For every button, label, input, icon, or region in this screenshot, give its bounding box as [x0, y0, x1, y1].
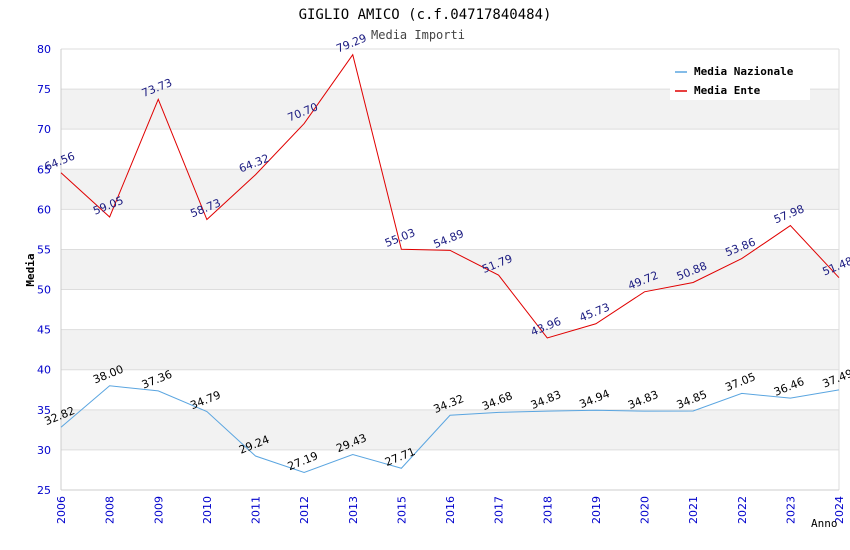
- y-tick-label: 65: [37, 163, 51, 176]
- x-tick-label: 2008: [104, 496, 117, 524]
- series-line-media-ente: [60, 53, 840, 339]
- grid-band: [61, 129, 839, 170]
- x-tick-label: 2013: [347, 496, 360, 524]
- x-tick-label: 2010: [201, 496, 214, 524]
- y-axis: 25 30 35 40 45 50 55 60 65 70 75 80: [37, 43, 51, 497]
- chart-subtitle: Media Importi: [371, 28, 465, 42]
- y-tick-label: 50: [37, 284, 51, 297]
- y-tick-label: 55: [37, 243, 51, 256]
- x-tick-label: 2021: [687, 496, 700, 524]
- plot-background: [60, 48, 840, 491]
- grid-band: [61, 169, 839, 210]
- legend-label-media-ente: Media Ente: [694, 84, 761, 97]
- grid-band: [61, 449, 839, 490]
- grid-band: [61, 409, 839, 450]
- y-tick-label: 80: [37, 43, 51, 56]
- y-tick-label: 70: [37, 123, 51, 136]
- series-line-media-nazionale: [60, 385, 840, 473]
- y-tick-label: 25: [37, 484, 51, 497]
- chart-title: GIGLIO AMICO (c.f.04717840484): [299, 7, 552, 23]
- x-tick-label: 2018: [541, 496, 554, 524]
- y-tick-label: 60: [37, 203, 51, 216]
- x-tick-label: 2022: [736, 496, 749, 524]
- x-tick-label: 2023: [784, 496, 797, 524]
- x-axis-label: Anno: [811, 517, 838, 530]
- grid-band: [61, 249, 839, 290]
- grid-band: [61, 369, 839, 410]
- y-axis-label: Media: [24, 253, 37, 286]
- x-tick-label: 2024: [833, 496, 846, 524]
- y-tick-label: 75: [37, 83, 51, 96]
- x-tick-label: 2015: [395, 496, 408, 524]
- x-tick-label: 2006: [55, 496, 68, 524]
- legend-label-media-nazionale: Media Nazionale: [694, 65, 794, 78]
- x-tick-label: 2009: [152, 496, 165, 524]
- y-tick-label: 45: [37, 324, 51, 337]
- y-tick-label: 30: [37, 444, 51, 457]
- y-tick-label: 35: [37, 404, 51, 417]
- legend: Media Nazionale Media Ente: [670, 58, 810, 100]
- x-tick-label: 2019: [590, 496, 603, 524]
- grid-band: [61, 289, 839, 330]
- x-axis: 2006 2008 2009 2010 2011 2012 2013 2015 2016 2017…: [55, 496, 846, 524]
- y-tick-label: 40: [37, 364, 51, 377]
- x-tick-label: 2016: [444, 496, 457, 524]
- legend-box: [670, 58, 810, 100]
- x-tick-label: 2012: [298, 496, 311, 524]
- grid-band: [61, 209, 839, 250]
- x-tick-label: 2020: [639, 496, 652, 524]
- x-tick-label: 2011: [250, 496, 263, 524]
- grid-band: [61, 329, 839, 370]
- x-tick-label: 2017: [493, 496, 506, 524]
